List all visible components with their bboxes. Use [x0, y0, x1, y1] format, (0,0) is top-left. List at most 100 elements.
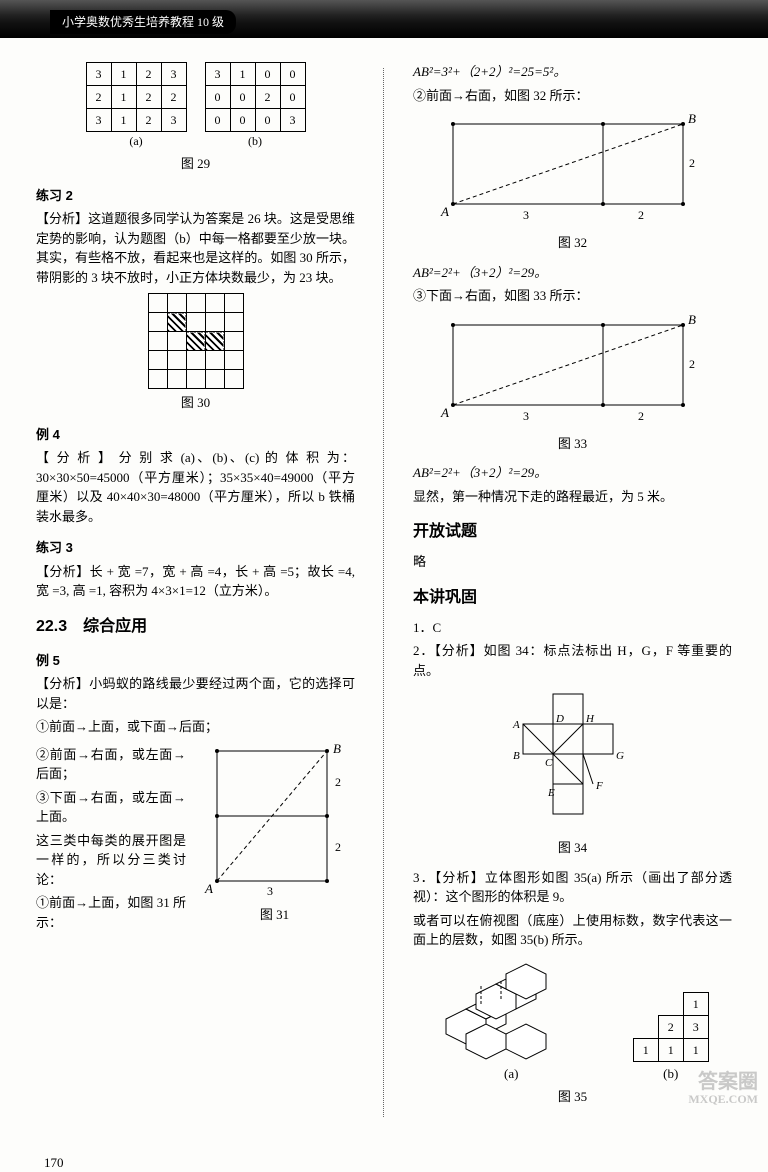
- eq1: AB²=3²+（2+2）²=25=5²。: [413, 62, 732, 82]
- column-divider: [383, 68, 385, 1117]
- section-223: 22.3 综合应用: [36, 615, 355, 639]
- label-2v: 2: [689, 156, 695, 170]
- r-l3: ③下面→右面，如图 33 所示：: [413, 286, 732, 306]
- label-2: 2: [638, 208, 644, 222]
- open-head: 开放试题: [413, 520, 732, 544]
- cell: 2: [86, 86, 111, 109]
- ex5-l5: 这三类中每类的展开图是一样的，所以分三类讨论：: [36, 831, 186, 890]
- cell: 3: [86, 63, 111, 86]
- ex5-l6: ①前面→上面，如图 31 所示：: [36, 893, 186, 932]
- fig29-a-grid: 3123 2122 3123: [86, 62, 187, 132]
- cell: 2: [136, 86, 161, 109]
- ex5-l3: ②前面→右面，或左面→后面；: [36, 745, 186, 784]
- cell: 1: [230, 63, 255, 86]
- page-number: 170: [44, 1153, 768, 1172]
- header-bar: 小学奥数优秀生培养教程 10 级: [0, 0, 768, 38]
- lblG: G: [616, 750, 624, 762]
- cell: 2: [136, 63, 161, 86]
- ex5-l1: 【分析】小蚂蚁的路线最少要经过两个面，它的选择可以是：: [36, 674, 355, 713]
- fig35b: 1 23 111 (b): [633, 992, 709, 1084]
- ex5-l4: ③下面→右面，或左面→上面。: [36, 788, 186, 827]
- header-title: 小学奥数优秀生培养教程 10 级: [50, 10, 236, 34]
- fig35-caption: 图 35: [413, 1087, 732, 1107]
- cell: 2: [161, 86, 186, 109]
- ex5-head: 例 5: [36, 651, 355, 671]
- cell: 3: [161, 109, 186, 132]
- right-column: AB²=3²+（2+2）²=25=5²。 ②前面→右面，如图 32 所示： B …: [413, 58, 732, 1117]
- label-3: 3: [267, 884, 273, 898]
- cell: 3: [280, 109, 305, 132]
- page-body: 3123 2122 3123 (a) 3100 0020 0003 (b) 图 …: [0, 38, 768, 1147]
- figure-32: B A 3 2 2: [433, 109, 713, 229]
- cell: 1: [111, 86, 136, 109]
- watermark-2: MXQE.COM: [688, 1093, 758, 1106]
- figure-29: 3123 2122 3123 (a) 3100 0020 0003 (b): [36, 62, 355, 150]
- cell: 0: [280, 63, 305, 86]
- cell: 0: [205, 86, 230, 109]
- watermark-1: 答案圈: [688, 1071, 758, 1093]
- fig35a-label: (a): [436, 1064, 586, 1084]
- cell: 3: [161, 63, 186, 86]
- label-3: 3: [523, 409, 529, 423]
- lblA: A: [512, 719, 520, 731]
- lblH: H: [585, 713, 595, 725]
- lblD: D: [555, 713, 564, 725]
- fig35a: (a): [436, 954, 586, 1084]
- cell: 3: [205, 63, 230, 86]
- figure-31: B A 2 2 3: [197, 741, 352, 901]
- cell: 0: [205, 109, 230, 132]
- label-3: 3: [523, 208, 529, 222]
- q2: 2．【分析】如图 34：标点法标出 H，G，F 等重要的点。: [413, 641, 732, 680]
- cell: 2: [136, 109, 161, 132]
- watermark: 答案圈 MXQE.COM: [688, 1071, 758, 1106]
- ex2-head: 练习 2: [36, 186, 355, 206]
- fig33-caption: 图 33: [413, 434, 732, 454]
- r-l2: ②前面→右面，如图 32 所示：: [413, 86, 732, 106]
- label-B: B: [333, 741, 341, 756]
- label-2b: 2: [335, 840, 341, 854]
- cell: 0: [255, 63, 280, 86]
- lblC: C: [545, 757, 553, 769]
- open-body: 略: [413, 552, 732, 572]
- cell: 1: [111, 63, 136, 86]
- fig29-a: 3123 2122 3123 (a): [86, 62, 187, 150]
- label-A: A: [204, 881, 213, 896]
- fig34-caption: 图 34: [413, 838, 732, 858]
- label-A: A: [440, 405, 449, 420]
- fig29-b-grid: 3100 0020 0003: [205, 62, 306, 132]
- label-B: B: [688, 111, 696, 126]
- cell: 1: [633, 1038, 658, 1061]
- cell: 2: [255, 86, 280, 109]
- lblE: E: [547, 787, 555, 799]
- cell: 1: [683, 1038, 708, 1061]
- figure-33: B A 3 2 2: [433, 310, 713, 430]
- cell: 1: [111, 109, 136, 132]
- label-2v: 2: [689, 357, 695, 371]
- eq3: AB²=2²+（3+2）²=29。: [413, 463, 732, 483]
- q3b: 或者可以在俯视图（底座）上使用标数，数字代表这一面上的层数，如图 35(b) 所…: [413, 911, 732, 950]
- conclusion: 显然，第一种情况下走的路程最近，为 5 米。: [413, 487, 732, 507]
- cell: 0: [230, 86, 255, 109]
- ex4-body: 【 分 析 】 分 别 求 (a)、(b)、(c) 的 体 积 为：30×30×…: [36, 448, 355, 526]
- ex4-head: 例 4: [36, 425, 355, 445]
- fig29-b: 3100 0020 0003 (b): [205, 62, 306, 150]
- fig29-caption: 图 29: [36, 154, 355, 174]
- cell: 1: [683, 992, 708, 1015]
- cell: 1: [658, 1038, 683, 1061]
- cell: 2: [658, 1015, 683, 1038]
- fig31-caption: 图 31: [194, 905, 355, 925]
- cell: 0: [255, 109, 280, 132]
- figure-30: [148, 293, 244, 389]
- left-column: 3123 2122 3123 (a) 3100 0020 0003 (b) 图 …: [36, 58, 355, 1117]
- cell: 3: [86, 109, 111, 132]
- ex3-head: 练习 3: [36, 538, 355, 558]
- label-B: B: [688, 312, 696, 327]
- fig30-caption: 图 30: [36, 393, 355, 413]
- ex5-l2: ①前面→上面，或下面→后面；: [36, 717, 355, 737]
- cell: 3: [683, 1015, 708, 1038]
- ex3-body: 【分析】长 + 宽 =7，宽 + 高 =4，长 + 高 =5；故长 =4, 宽 …: [36, 562, 355, 601]
- cell: 0: [280, 86, 305, 109]
- lblF: F: [595, 780, 603, 792]
- lblB: B: [513, 750, 520, 762]
- ex2-body: 【分析】这道题很多同学认为答案是 26 块。这是受思维定势的影响，认为题图（b）…: [36, 209, 355, 287]
